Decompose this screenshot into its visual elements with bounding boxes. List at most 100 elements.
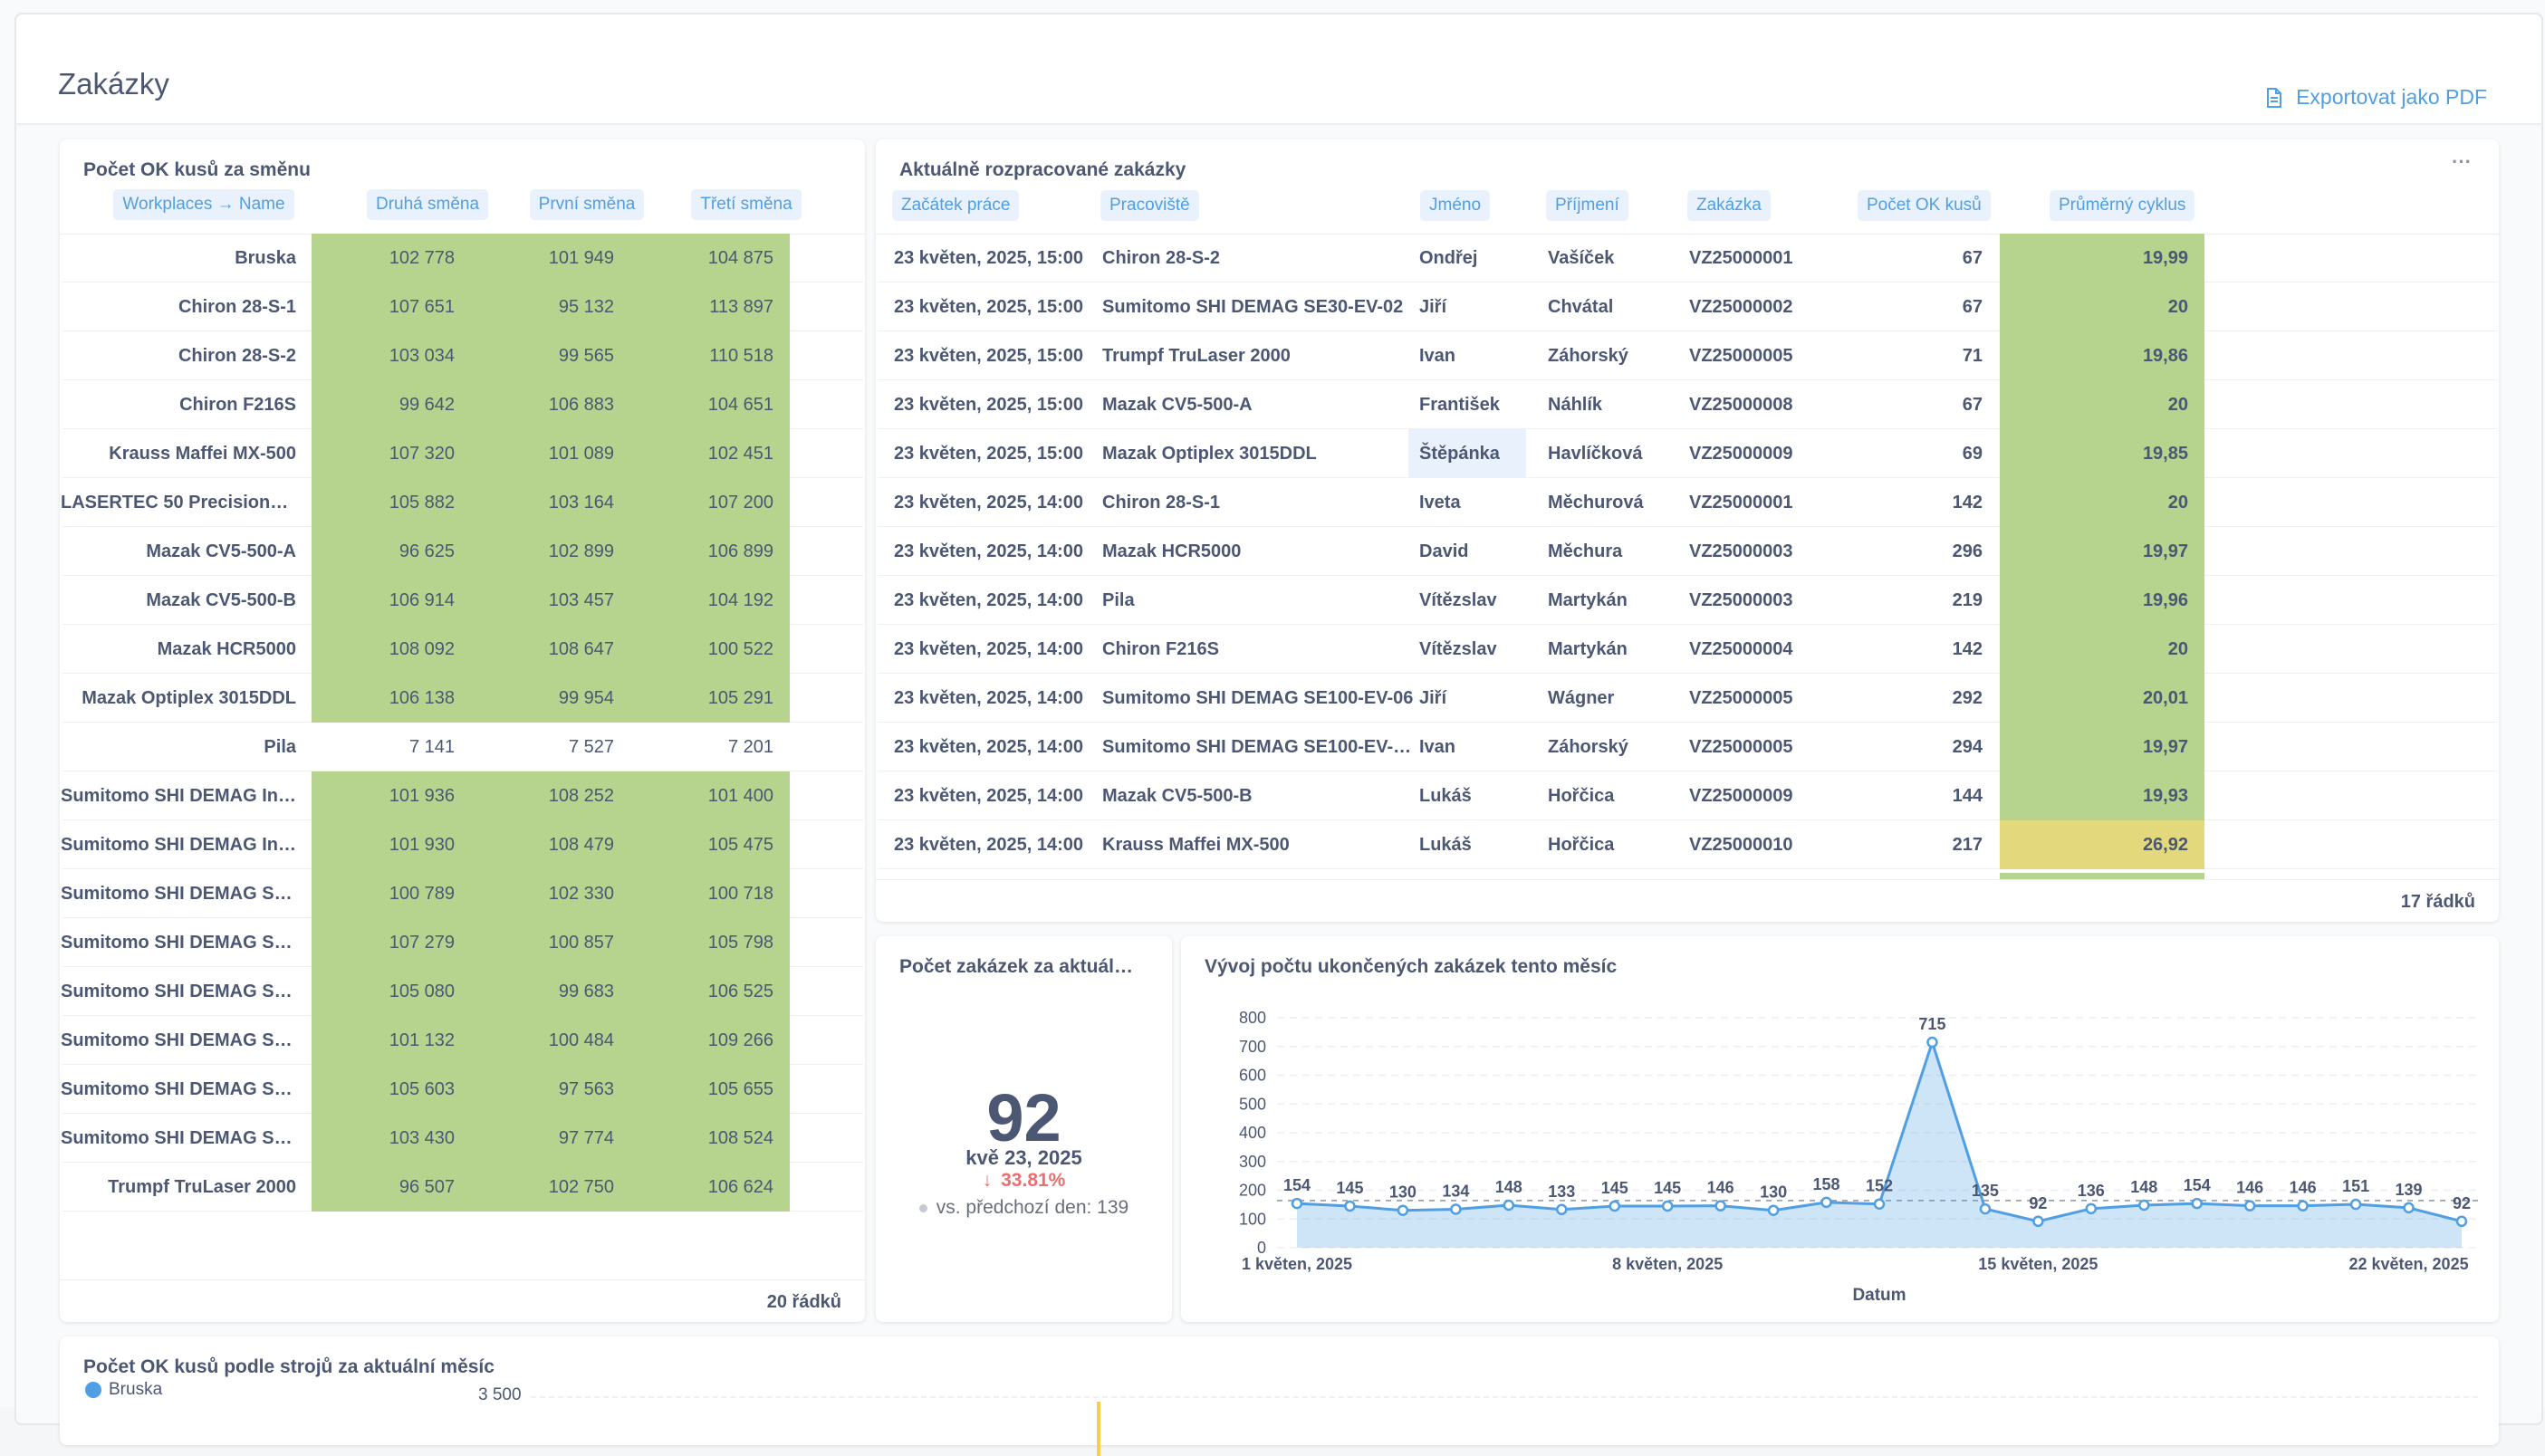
col-header-order[interactable]: Zakázka (1687, 190, 1771, 221)
chart-legend: Bruska (85, 1380, 162, 1400)
more-menu-icon[interactable]: ··· (2452, 150, 2472, 173)
pivot-row: Sumitomo SHI DEMAG SE… 105 603 97 563 105 6… (61, 1065, 863, 1114)
data-label: 134 (1442, 1182, 1469, 1200)
cell-ok-count: 219 (1952, 590, 1983, 610)
orders-row[interactable]: 23 květen, 2025, 15:00 Mazak CV5-500-A Fra… (878, 380, 2497, 429)
pivot-cell: 96 507 (312, 1163, 471, 1212)
data-point (2243, 1200, 2256, 1212)
data-point (1767, 1204, 1780, 1216)
col-header-ok-count[interactable]: Počet OK kusů (1858, 190, 1991, 221)
cell-last-name: Měchurová (1548, 493, 1644, 512)
pivot-row-name: Sumitomo SHI DEMAG SE… (61, 1128, 296, 1148)
export-pdf-button[interactable]: Exportovat jako PDF (2265, 85, 2487, 110)
orders-row[interactable]: 23 květen, 2025, 15:00 Trumpf TruLaser 20… (878, 331, 2497, 380)
cell-avg-cycle: 19,97 (2000, 527, 2204, 576)
cell-ok-count: 296 (1952, 541, 1983, 561)
pivot-header-first-shift[interactable]: První směna (507, 185, 667, 225)
data-label: 145 (1654, 1179, 1681, 1197)
orders-row[interactable]: 23 květen, 2025, 14:00 Chiron F216S Vítězs… (878, 625, 2497, 674)
pivot-row: Sumitomo SHI DEMAG SE… 105 080 99 683 106 5… (61, 967, 863, 1016)
cell-first-name: Lukáš (1419, 835, 1472, 855)
pivot-cell: 106 914 (312, 576, 471, 625)
pivot-cell: 103 430 (312, 1114, 471, 1163)
pivot-cell: 106 624 (630, 1163, 790, 1212)
pivot-cell: 110 518 (630, 331, 790, 380)
orders-row[interactable]: 23 květen, 2025, 15:00 Chiron 28-S-2 Ondře… (878, 234, 2497, 283)
pivot-cell: 103 164 (471, 478, 630, 527)
pivot-row-name: Sumitomo SHI DEMAG SE… (61, 933, 296, 953)
kpi-previous-label: vs. předchozí den: 139 (936, 1197, 1129, 1218)
cell-last-name: Záhorský (1548, 346, 1628, 366)
orders-row[interactable]: 23 květen, 2025, 14:00 Sumitomo SHI DEMAG… (878, 723, 2497, 771)
orders-row[interactable]: 23 květen, 2025, 15:00 Sumitomo SHI DEMAG… (878, 283, 2497, 331)
pivot-cell: 7 527 (568, 737, 614, 757)
col-header-first-name[interactable]: Jméno (1420, 190, 1491, 221)
pivot-row: Sumitomo SHI DEMAG Int… 101 936 108 252 101… (61, 771, 863, 820)
cell-last-name: Hořčica (1548, 835, 1615, 855)
cell-ok-count: 69 (1962, 444, 1983, 464)
pivot-row: Chiron 28-S-1 107 651 95 132 113 897 (62, 283, 863, 331)
y-tick-label: 500 (1239, 1095, 1266, 1113)
pivot-header-second-shift[interactable]: Druhá směna (348, 185, 507, 225)
cell-start: 23 květen, 2025, 15:00 (894, 444, 1084, 464)
y-tick-label: 400 (1239, 1124, 1266, 1142)
cell-first-name: Ivan (1419, 737, 1456, 757)
pivot-cell: 105 475 (630, 820, 790, 869)
cell-first-name: Ondřej (1419, 248, 1478, 268)
data-label: 146 (2236, 1179, 2263, 1197)
pivot-cell: 95 132 (471, 283, 630, 331)
orders-row-count: 17 řádků (2400, 892, 2475, 912)
pivot-cell: 108 092 (312, 625, 471, 674)
data-label: 154 (1283, 1176, 1311, 1194)
page-title: Zakázky (58, 67, 169, 101)
data-label: 158 (1813, 1175, 1840, 1193)
orders-row[interactable]: 23 květen, 2025, 14:00 Krauss Maffei MX-5… (878, 820, 2497, 869)
data-label: 152 (1866, 1177, 1893, 1195)
cell-avg-cycle: 20 (2000, 478, 2204, 527)
arrow-down-icon: ↓ (982, 1170, 993, 1191)
orders-row[interactable]: 23 květen, 2025, 15:00 Mazak Optiplex 301… (878, 429, 2497, 478)
col-header-workplace[interactable]: Pracoviště (1100, 190, 1199, 221)
cell-workplace: Chiron 28-S-2 (1102, 248, 1221, 268)
orders-row[interactable]: 23 květen, 2025, 14:00 Mazak CV5-500-B Luk… (878, 771, 2497, 820)
data-point (1979, 1202, 1992, 1215)
dot-icon (918, 1203, 927, 1212)
col-header-last-name[interactable]: Příjmení (1546, 190, 1628, 221)
cell-order: VZ25000009 (1689, 444, 1793, 464)
y-tick-label: 800 (1239, 1009, 1266, 1027)
pivot-row: Sumitomo SHI DEMAG SE… 101 132 100 484 109 … (61, 1016, 863, 1065)
orders-row[interactable]: 23 květen, 2025, 14:00 Mazak HCR5000 David… (878, 527, 2497, 576)
cell-start: 23 květen, 2025, 15:00 (894, 395, 1084, 415)
data-label: 136 (2078, 1182, 2105, 1200)
cell-last-name: Havlíčková (1548, 444, 1643, 464)
pivot-row-name: Chiron 28-S-1 (178, 297, 296, 317)
orders-row[interactable]: 23 květen, 2025, 14:00 Pila Vítězslav Marty… (878, 576, 2497, 625)
pivot-row-name: Sumitomo SHI DEMAG SE… (61, 1079, 296, 1099)
pivot-row-name: Mazak CV5-500-B (146, 590, 296, 610)
pivot-cell: 101 400 (630, 771, 790, 820)
cell-avg-cycle: 20,01 (2000, 674, 2204, 723)
data-point (1661, 1200, 1674, 1212)
cell-start: 23 květen, 2025, 14:00 (894, 835, 1084, 855)
data-point (1820, 1196, 1832, 1209)
col-header-start[interactable]: Začátek práce (892, 190, 1020, 221)
cell-first-name: Ivan (1419, 346, 1456, 366)
orders-row[interactable]: 23 květen, 2025, 14:00 Chiron 28-S-1 Iveta… (878, 478, 2497, 527)
pivot-cell: 109 266 (630, 1016, 790, 1065)
y-tick-label: 700 (1239, 1038, 1266, 1056)
pivot-row-name: Mazak HCR5000 (157, 639, 296, 659)
pivot-cell: 102 899 (471, 527, 630, 576)
data-point (2191, 1197, 2203, 1210)
col-header-avg-cycle[interactable]: Průměrný cyklus (2050, 190, 2195, 221)
cell-last-name: Chvátal (1548, 297, 1614, 317)
cell-start: 23 květen, 2025, 14:00 (894, 493, 1084, 512)
cell-ok-count: 217 (1952, 835, 1983, 855)
pivot-row: Chiron 28-S-2 103 034 99 565 110 518 (62, 331, 863, 380)
pivot-row-name: Trumpf TruLaser 2000 (108, 1177, 296, 1197)
pivot-header-third-shift[interactable]: Třetí směna (667, 185, 826, 225)
legend-bruska[interactable]: Bruska (109, 1380, 163, 1399)
pivot-header-name[interactable]: Workplaces → Name (60, 185, 348, 225)
y-tick-label: 100 (1239, 1210, 1266, 1228)
cell-ok-count: 71 (1962, 346, 1983, 366)
orders-row[interactable]: 23 květen, 2025, 14:00 Sumitomo SHI DEMAG… (878, 674, 2497, 723)
